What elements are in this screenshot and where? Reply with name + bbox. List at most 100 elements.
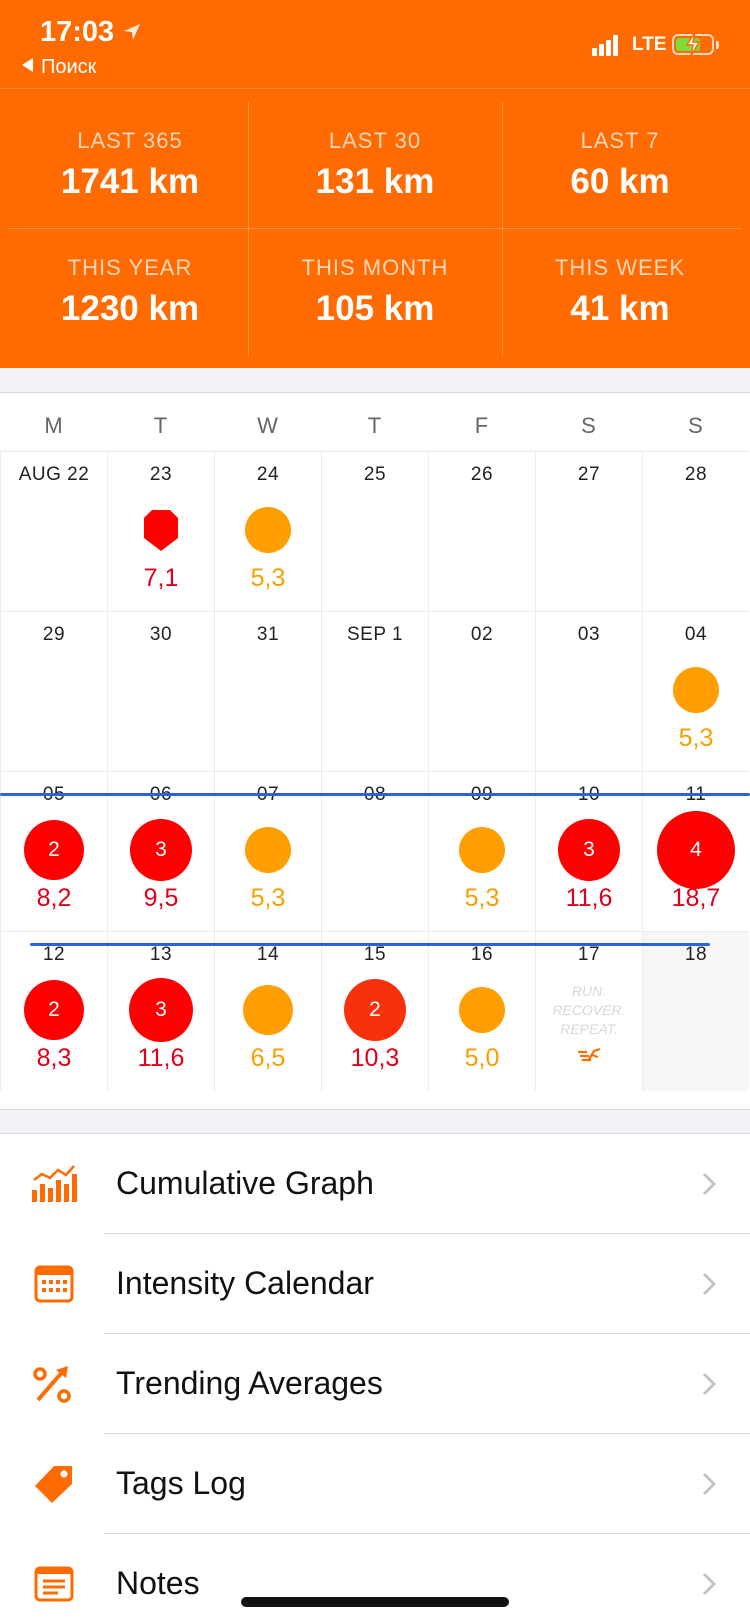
calendar-day[interactable]: 04 5,3	[642, 611, 749, 771]
easy-run-dot	[459, 987, 505, 1033]
stat-label: LAST 7	[580, 128, 660, 153]
stat-last-365[interactable]: LAST 365 1741 km	[8, 102, 252, 229]
back-label: Поиск	[41, 56, 97, 78]
easy-run-dot	[245, 507, 291, 553]
calendar-day[interactable]: 11 4 18,7	[642, 771, 749, 931]
calendar-day[interactable]: 07 5,3	[214, 771, 321, 931]
calendar-day[interactable]: 14 6,5	[214, 931, 321, 1091]
day-number: SEP 1	[346, 624, 404, 645]
day-distance: 18,7	[671, 884, 721, 912]
menu-separator	[104, 1333, 750, 1334]
day-number: 02	[470, 624, 494, 645]
day-number: 25	[363, 464, 387, 485]
calendar-day[interactable]: SEP 1	[321, 611, 428, 771]
day-distance: 6,5	[250, 1044, 286, 1072]
calendar-day[interactable]: 17 RUN. RECOVER. REPEAT.	[535, 931, 642, 1091]
day-distance: 10,3	[350, 1044, 400, 1072]
signal-icon	[592, 34, 624, 56]
calendar-day[interactable]: 28	[642, 451, 749, 611]
calendar-day[interactable]: 25	[321, 451, 428, 611]
calendar-day[interactable]: 27	[535, 451, 642, 611]
stat-this-year[interactable]: THIS YEAR 1230 km	[8, 229, 252, 356]
calendar-day[interactable]: 15 2 10,3	[321, 931, 428, 1091]
stat-label: LAST 365	[77, 128, 183, 153]
notes-icon	[34, 1566, 74, 1602]
chevron-right-icon	[702, 1572, 716, 1596]
stat-last-30[interactable]: LAST 30 131 km	[253, 102, 497, 229]
stat-label: THIS MONTH	[301, 255, 449, 280]
calendar-day[interactable]: 09 5,3	[428, 771, 535, 931]
run-count-badge: 3	[129, 978, 193, 1042]
day-number: 04	[684, 624, 708, 645]
menu-item-label: Notes	[116, 1565, 200, 1601]
calendar-day[interactable]: 13 3 11,6	[107, 931, 214, 1091]
easy-run-dot	[245, 827, 291, 873]
menu-separator	[104, 1533, 750, 1534]
current-week-bottom-line	[30, 943, 710, 946]
calendar-day[interactable]: 18	[642, 931, 749, 1091]
day-distance: 9,5	[143, 884, 179, 912]
day-number: 13	[149, 944, 173, 965]
stat-this-month[interactable]: THIS MONTH 105 km	[253, 229, 497, 356]
day-distance: 11,6	[137, 1044, 185, 1072]
menu-item-label: Tags Log	[116, 1465, 246, 1501]
charging-bolt-icon	[685, 31, 701, 57]
weekday-label: S	[688, 413, 703, 438]
header-divider	[0, 88, 750, 89]
day-number: 12	[42, 944, 66, 965]
day-number: 15	[363, 944, 387, 965]
day-number: 03	[577, 624, 601, 645]
day-distance: 8,2	[36, 884, 72, 912]
calendar-day[interactable]: 03	[535, 611, 642, 771]
chevron-right-icon	[702, 1272, 716, 1296]
percent-trend-icon	[33, 1366, 71, 1403]
day-distance: 5,0	[464, 1044, 500, 1072]
calendar-day[interactable]: 02	[428, 611, 535, 771]
easy-run-dot	[243, 985, 293, 1035]
status-time: 17:03	[40, 16, 115, 48]
day-number: 28	[684, 464, 708, 485]
runner-speed-icon	[578, 1047, 601, 1062]
menu-item-cumulative-graph[interactable]: Cumulative Graph	[0, 1134, 750, 1234]
menu-item-notes[interactable]: Notes	[0, 1534, 750, 1624]
day-number: 26	[470, 464, 494, 485]
day-distance: 5,3	[678, 724, 714, 752]
stat-value: 41 km	[570, 289, 670, 328]
calendar-day[interactable]: 30	[107, 611, 214, 771]
menu-item-label: Trending Averages	[116, 1365, 383, 1401]
calendar-day[interactable]: 31	[214, 611, 321, 771]
tag-icon	[35, 1466, 72, 1503]
calendar-day[interactable]: 29	[0, 611, 107, 771]
calendar-day[interactable]: 12 2 8,3	[0, 931, 107, 1091]
menu-separator	[104, 1233, 750, 1234]
calendar-day[interactable]: 24 5,3	[214, 451, 321, 611]
weekday-label: F	[474, 413, 489, 438]
menu-item-tags-log[interactable]: Tags Log	[0, 1434, 750, 1534]
calendar-day[interactable]: 26	[428, 451, 535, 611]
day-number: 29	[42, 624, 66, 645]
day-number: 30	[149, 624, 173, 645]
menu-item-intensity-calendar[interactable]: Intensity Calendar	[0, 1234, 750, 1334]
calendar-day[interactable]: 06 3 9,5	[107, 771, 214, 931]
run-count-badge: 3	[558, 819, 620, 881]
calendar-day[interactable]: 10 3 11,6	[535, 771, 642, 931]
stats-divider	[502, 102, 503, 356]
race-shield-icon	[144, 510, 178, 551]
home-indicator[interactable]	[241, 1597, 509, 1607]
day-distance: 5,3	[250, 564, 286, 592]
stat-value: 131 km	[315, 162, 435, 201]
stats-header: 17:03 Поиск LTE LAST 365 1741 km LAST 30…	[0, 0, 750, 368]
stat-value: 1230 km	[60, 289, 200, 328]
weekday-label: M	[44, 413, 63, 438]
menu-item-trending-averages[interactable]: Trending Averages	[0, 1334, 750, 1434]
tools-menu: Cumulative Graph Intensity Calendar Tren…	[0, 1134, 750, 1624]
stat-this-week[interactable]: THIS WEEK 41 km	[498, 229, 742, 356]
calendar-day[interactable]: 23 7,1	[107, 451, 214, 611]
day-number: 16	[470, 944, 494, 965]
calendar-day[interactable]: 16 5,0	[428, 931, 535, 1091]
back-button[interactable]: Поиск	[22, 56, 96, 79]
network-type: LTE	[632, 34, 667, 55]
stat-last-7[interactable]: LAST 7 60 km	[498, 102, 742, 229]
calendar-day[interactable]: AUG 22	[0, 451, 107, 611]
